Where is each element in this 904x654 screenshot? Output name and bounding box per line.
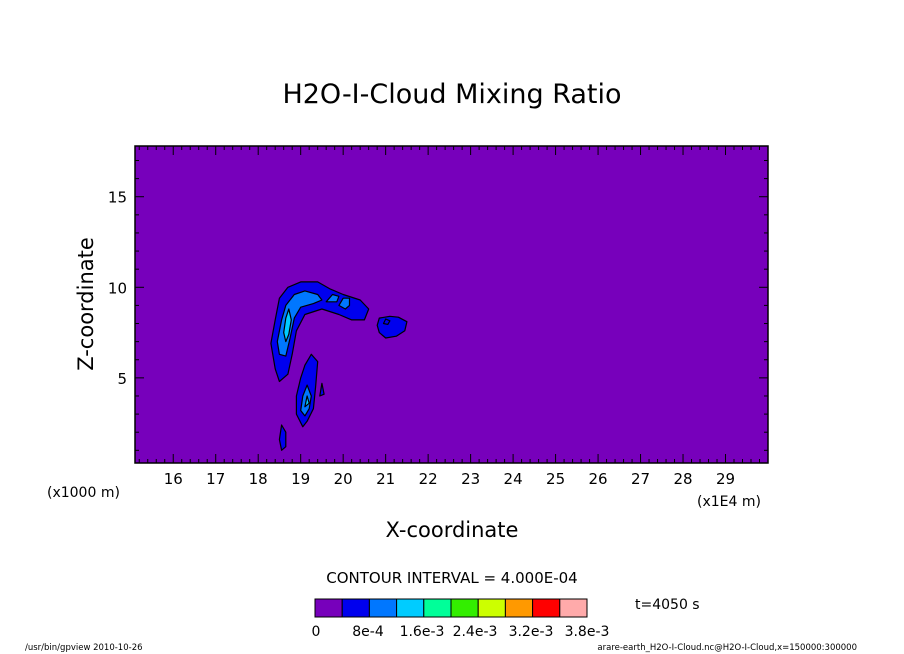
x-tick-label: 28 <box>673 470 692 488</box>
contour-region-level-1 <box>319 382 325 397</box>
colorbar-label: 3.2e-3 <box>509 624 554 640</box>
x-axis-label: X-coordinate <box>386 518 519 542</box>
chart-title: H2O-I-Cloud Mixing Ratio <box>282 79 621 110</box>
contour-regions <box>270 281 408 451</box>
colorbar-label: 8e-4 <box>352 624 384 640</box>
footer-left: /usr/bin/gpview 2010-10-26 <box>25 643 143 653</box>
x-tick-label: 16 <box>164 470 183 488</box>
colorbar-swatch <box>368 598 398 618</box>
colorbar-swatch <box>341 598 370 618</box>
plot-frame <box>134 145 769 464</box>
x-unit-label: (x1E4 m) <box>697 494 761 510</box>
x-tick-label: 20 <box>334 470 353 488</box>
colorbar-swatch <box>504 598 534 618</box>
x-tick-label: 29 <box>716 470 735 488</box>
contour-region-level-1 <box>278 424 287 451</box>
colorbar-swatch <box>396 598 425 618</box>
x-tick-label: 23 <box>461 470 480 488</box>
contour-interval-text: CONTOUR INTERVAL = 4.000E-04 <box>326 569 577 587</box>
y-tick-label: 5 <box>117 370 127 388</box>
colorbar-swatch <box>450 598 479 618</box>
y-tick-label: 10 <box>108 279 127 297</box>
colorbar-label: 0 <box>312 624 321 640</box>
contour-region-level-2 <box>338 297 351 310</box>
colorbar-labels: 0 8e-4 1.6e-3 2.4e-3 3.2e-3 3.8e-3 <box>312 624 610 640</box>
x-tick-label: 24 <box>504 470 523 488</box>
y-axis-ticks: 5 10 15 <box>108 159 768 451</box>
contour-region-level-3 <box>304 395 310 408</box>
colorbar-swatch <box>314 598 343 618</box>
x-tick-label: 21 <box>376 470 395 488</box>
footer-right: arare-earth_H2O-I-Cloud.nc@H2O-I-Cloud,x… <box>597 643 857 653</box>
contour-region-level-2 <box>276 290 323 357</box>
x-tick-label: 18 <box>249 470 268 488</box>
y-unit-label: (x1000 m) <box>47 485 120 501</box>
contour-region-level-3 <box>283 308 292 343</box>
y-tick-label: 15 <box>108 189 127 207</box>
contour-region-level-1 <box>382 318 391 325</box>
x-tick-label: 27 <box>631 470 650 488</box>
time-text: t=4050 s <box>635 597 700 613</box>
x-tick-label: 19 <box>291 470 310 488</box>
plot-background <box>135 146 768 463</box>
colorbar-label: 3.8e-3 <box>565 624 610 640</box>
colorbar-swatch <box>532 598 561 618</box>
colorbar-swatch <box>423 598 452 618</box>
colorbar-label: 2.4e-3 <box>453 624 498 640</box>
contour-region-level-2 <box>325 293 340 303</box>
x-tick-label: 25 <box>546 470 565 488</box>
x-tick-label: 22 <box>419 470 438 488</box>
x-tick-label: 26 <box>589 470 608 488</box>
x-axis-ticks: 16 17 18 19 20 21 22 23 24 25 26 27 28 29 <box>138 146 761 488</box>
x-tick-label: 17 <box>206 470 225 488</box>
y-axis-label: Z-coordinate <box>74 237 98 371</box>
colorbar-swatch <box>559 598 588 618</box>
colorbar-swatch <box>477 598 506 618</box>
colorbar <box>314 598 588 618</box>
colorbar-label: 1.6e-3 <box>400 624 445 640</box>
